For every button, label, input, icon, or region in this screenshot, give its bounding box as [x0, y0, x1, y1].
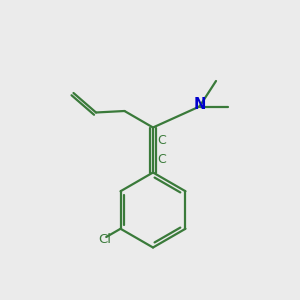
Text: Cl: Cl: [98, 233, 111, 246]
Text: N: N: [193, 97, 206, 112]
Text: C: C: [157, 153, 166, 167]
Text: C: C: [157, 134, 166, 147]
